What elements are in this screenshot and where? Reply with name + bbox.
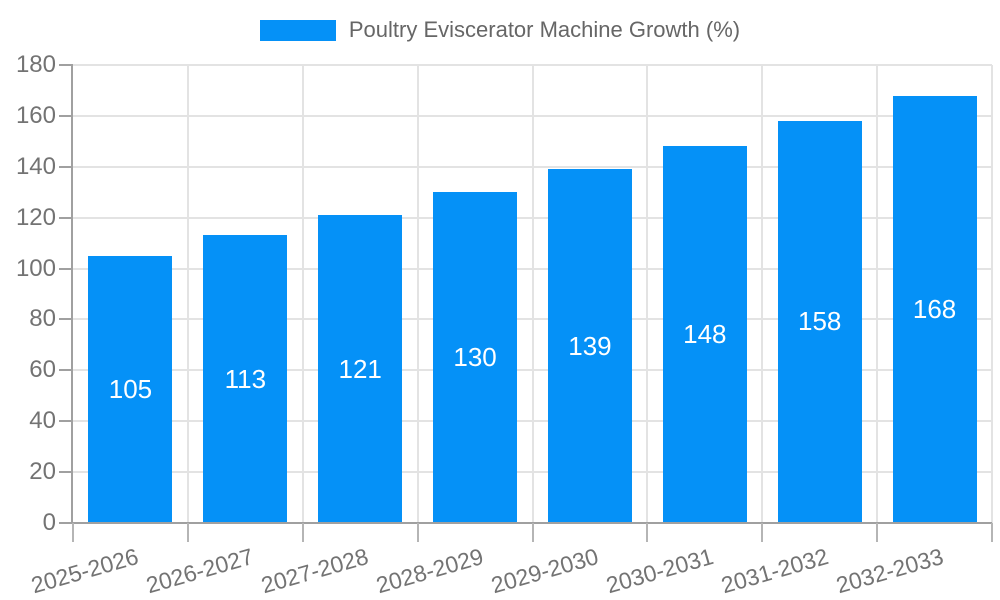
x-gridline bbox=[186, 65, 189, 523]
x-axis-tick-label: 2026-2027 bbox=[143, 543, 257, 599]
y-axis-tick-label: 40 bbox=[29, 407, 56, 435]
x-axis-tick-label: 2025-2026 bbox=[28, 543, 142, 599]
chart-legend: Poultry Eviscerator Machine Growth (%) bbox=[0, 17, 1000, 43]
y-axis-tick-label: 60 bbox=[29, 356, 56, 384]
y-axis-tick bbox=[59, 267, 73, 270]
bar-value-label: 139 bbox=[568, 330, 612, 361]
y-axis-tick bbox=[59, 216, 73, 219]
bar-value-label: 130 bbox=[453, 342, 497, 373]
x-axis-tick-label: 2032-2033 bbox=[832, 543, 946, 599]
x-gridline bbox=[991, 65, 993, 523]
y-axis-tick-label: 20 bbox=[29, 458, 56, 486]
y-axis-tick-label: 0 bbox=[42, 509, 56, 536]
y-axis-tick bbox=[59, 471, 73, 474]
y-axis-tick-label: 140 bbox=[15, 152, 56, 180]
bar-value-label: 168 bbox=[912, 293, 957, 324]
y-axis-tick-label: 80 bbox=[29, 305, 56, 333]
bar-value-label: 158 bbox=[797, 306, 842, 337]
x-axis-tick-label: 2028-2029 bbox=[373, 543, 487, 599]
bar-value-label: 121 bbox=[338, 353, 382, 384]
y-axis-tick bbox=[59, 522, 73, 524]
x-gridline bbox=[761, 65, 764, 523]
x-axis-tick bbox=[416, 523, 419, 542]
y-axis-tick-label: 160 bbox=[15, 101, 56, 129]
x-gridline bbox=[416, 65, 419, 523]
y-axis-tick-label: 120 bbox=[15, 203, 56, 231]
legend-color-swatch bbox=[259, 19, 336, 41]
bar-2029-2030[interactable]: 139 bbox=[547, 169, 632, 523]
x-axis-tick-label: 2027-2028 bbox=[258, 543, 372, 599]
y-axis-tick-label: 180 bbox=[15, 51, 56, 78]
bar-2026-2027[interactable]: 113 bbox=[203, 235, 288, 523]
x-axis-tick bbox=[72, 523, 74, 542]
y-axis-tick bbox=[59, 318, 73, 321]
y-axis-tick bbox=[59, 114, 73, 117]
x-axis-tick bbox=[876, 523, 879, 542]
bar-value-label: 148 bbox=[683, 319, 727, 350]
x-axis-tick-label: 2030-2031 bbox=[603, 543, 716, 599]
bar-value-label: 105 bbox=[108, 373, 153, 404]
y-axis-line bbox=[71, 65, 73, 523]
bar-2025-2026[interactable]: 105 bbox=[88, 255, 173, 523]
x-axis-tick bbox=[991, 523, 993, 542]
y-axis-tick bbox=[59, 420, 73, 423]
bar-2028-2029[interactable]: 130 bbox=[433, 192, 518, 523]
y-axis-tick bbox=[59, 64, 73, 66]
x-axis-tick bbox=[646, 523, 649, 542]
bar-2030-2031[interactable]: 148 bbox=[662, 146, 747, 523]
x-axis-tick-label: 2029-2030 bbox=[488, 543, 602, 599]
x-gridline bbox=[646, 65, 649, 523]
x-gridline bbox=[876, 65, 879, 523]
plot-area: 105 113 121 130 139 148 158 168 bbox=[73, 64, 993, 523]
y-axis-tick bbox=[59, 369, 73, 372]
bar-2027-2028[interactable]: 121 bbox=[318, 215, 403, 523]
bar-2031-2032[interactable]: 158 bbox=[777, 120, 862, 523]
y-axis-tick-label: 100 bbox=[15, 254, 56, 282]
x-gridline bbox=[531, 65, 534, 523]
x-axis-tick bbox=[186, 523, 189, 542]
legend-label: Poultry Eviscerator Machine Growth (%) bbox=[348, 17, 741, 42]
bar-value-label: 113 bbox=[224, 363, 267, 394]
legend-item[interactable]: Poultry Eviscerator Machine Growth (%) bbox=[259, 17, 741, 43]
x-gridline bbox=[301, 65, 304, 523]
x-axis-tick bbox=[531, 523, 534, 542]
y-axis-tick bbox=[59, 165, 73, 168]
x-axis-tick bbox=[301, 523, 304, 542]
bar-2032-2033[interactable]: 168 bbox=[892, 95, 977, 523]
x-axis-tick-label: 2031-2032 bbox=[717, 543, 831, 599]
x-axis-tick bbox=[761, 523, 764, 542]
